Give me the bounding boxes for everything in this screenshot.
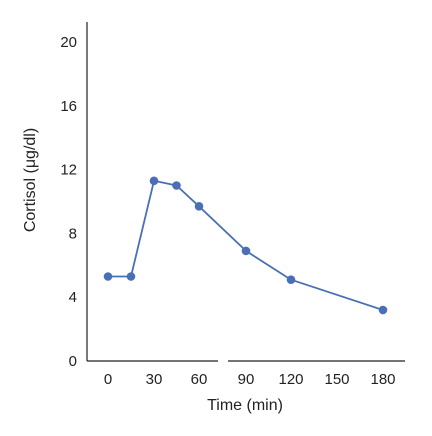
x-tick-label: 150: [324, 371, 349, 388]
series-line: [107, 179, 384, 311]
data-point: [194, 202, 204, 211]
y-tick-label: 4: [69, 289, 77, 306]
x-tick-label: 60: [191, 371, 208, 388]
x-tick-label: 180: [370, 371, 395, 388]
data-point: [126, 272, 136, 281]
y-axis-title: Cortisol (μg/dl): [22, 128, 39, 232]
x-axis-title: Time (min): [207, 397, 283, 414]
y-tick-label: 0: [69, 353, 77, 370]
data-point: [286, 275, 296, 285]
data-point: [149, 176, 159, 186]
y-tick-label: 16: [60, 98, 77, 115]
data-point: [241, 246, 251, 256]
x-tick-labels: 0 30 60 90 120 150 180: [104, 371, 396, 388]
data-point: [172, 181, 181, 190]
x-tick-label: 0: [104, 371, 112, 388]
y-tick-labels: 0 4 8 12 16 20: [60, 34, 77, 370]
x-tick-label: 120: [278, 371, 303, 388]
axes: [86, 22, 405, 362]
series-layer: [103, 176, 388, 315]
y-tick-label: 12: [60, 162, 77, 179]
y-tick-label: 20: [60, 34, 77, 51]
data-point: [378, 305, 388, 315]
x-tick-label: 30: [146, 371, 163, 388]
x-tick-label: 90: [238, 371, 255, 388]
data-point: [103, 272, 113, 281]
y-tick-label: 8: [69, 225, 77, 242]
